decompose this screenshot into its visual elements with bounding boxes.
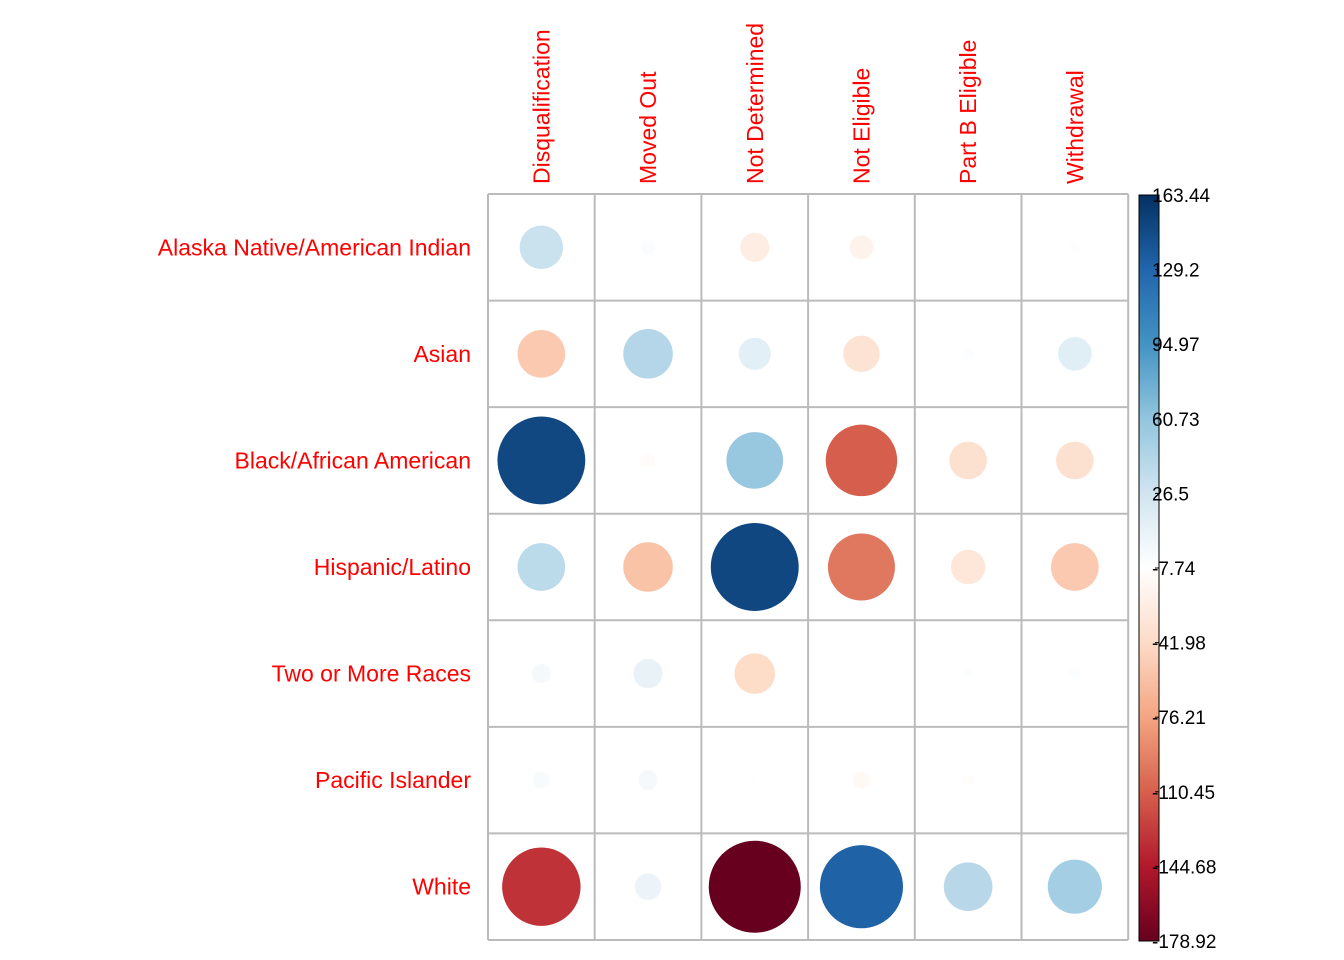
correlation-circle — [843, 335, 880, 373]
column-label: Moved Out — [635, 71, 661, 184]
correlation-circles — [497, 225, 1102, 933]
correlation-circle — [708, 840, 801, 933]
column-label: Not Eligible — [848, 68, 874, 184]
correlation-circle — [638, 770, 658, 790]
color-legend-tick-label: -110.45 — [1152, 783, 1215, 804]
row-label: Hispanic/Latino — [314, 554, 471, 580]
color-legend-tick-label: -41.98 — [1152, 634, 1206, 655]
correlation-circle — [949, 441, 987, 480]
correlation-circle — [825, 424, 898, 497]
column-label: Part B Eligible — [955, 40, 981, 184]
color-legend: 163.44 129.2 94.97 60.73 26.5 -7.74 -41.98 -76.… — [1138, 186, 1216, 953]
correlation-circle — [641, 453, 655, 468]
correlation-circle — [710, 523, 799, 611]
color-legend-tick-label: 163.44 — [1152, 186, 1211, 207]
correlation-circle — [962, 347, 975, 360]
grid-lines — [487, 193, 1130, 941]
row-label: Pacific Islander — [315, 767, 471, 793]
correlation-circle — [623, 542, 673, 592]
correlation-circle — [726, 432, 784, 489]
correlation-circle — [1051, 543, 1099, 591]
row-label: Black/African American — [235, 447, 471, 473]
correlation-circle — [532, 771, 550, 789]
correlation-circle — [517, 543, 566, 591]
correlation-circle — [633, 658, 663, 689]
row-label: Alaska Native/American Indian — [158, 234, 471, 260]
correlation-circle — [623, 329, 673, 379]
correlation-circle — [738, 337, 771, 370]
row-label: White — [412, 874, 471, 900]
correlation-circle — [827, 533, 895, 601]
correlation-circle — [943, 862, 993, 912]
correlation-circle — [740, 232, 770, 262]
correlation-circle — [1068, 667, 1081, 680]
correlation-circle — [641, 240, 655, 255]
correlation-circle — [751, 776, 759, 784]
color-legend-tick-label: 26.5 — [1152, 484, 1189, 505]
column-label: Withdrawal — [1062, 70, 1088, 184]
row-labels: Alaska Native/American Indian Asian Black/… — [158, 234, 472, 899]
color-legend-tick-label: -144.68 — [1152, 857, 1216, 878]
column-label: Disqualification — [528, 29, 554, 184]
correlation-circle — [734, 653, 776, 694]
correlation-circle — [950, 549, 986, 585]
correlation-circle — [502, 847, 581, 926]
correlation-circle — [531, 663, 552, 684]
correlation-circle — [963, 668, 974, 679]
correlation-circle — [517, 330, 566, 378]
correlation-circle — [962, 774, 975, 787]
correlation-circle — [853, 771, 870, 789]
column-label: Not Determined — [742, 23, 768, 184]
color-legend-tick-label: -7.74 — [1152, 559, 1196, 580]
color-legend-tick-label: 60.73 — [1152, 410, 1200, 431]
column-labels: Disqualification Moved Out Not Determined N… — [528, 23, 1088, 184]
correlation-circle — [1058, 337, 1092, 371]
correlation-circle — [497, 416, 586, 505]
color-legend-tick-label: -76.21 — [1152, 708, 1206, 729]
row-label: Asian — [413, 341, 471, 367]
correlation-circle — [1069, 242, 1080, 253]
correlation-circle — [1056, 441, 1094, 480]
correlation-circle — [849, 235, 874, 260]
correlation-circle — [1047, 859, 1102, 914]
correlation-circle — [964, 243, 972, 251]
correlation-circle — [634, 873, 662, 901]
color-legend-tick-label: 129.2 — [1152, 261, 1200, 282]
color-legend-tick-label: -178.92 — [1152, 932, 1216, 953]
correlation-circle — [819, 845, 903, 929]
row-label: Two or More Races — [272, 661, 471, 687]
correlation-circle — [519, 225, 564, 270]
color-legend-tick-label: 94.97 — [1152, 335, 1200, 356]
